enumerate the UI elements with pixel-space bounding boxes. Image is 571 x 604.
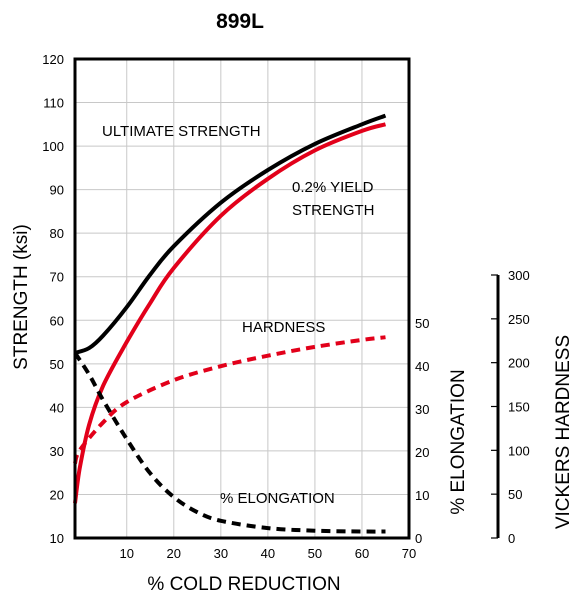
x-tick-label-1: 20 [167,546,181,561]
y3-tick-label-0: 0 [508,531,515,546]
y3-tick-label-5: 250 [508,312,530,327]
chart-title: 899L [216,10,264,33]
y-tick-label-10: 110 [43,96,64,111]
yield-strength-label-line2: STRENGTH [292,202,375,219]
y-tick-label-4: 50 [50,357,64,372]
y-tick-label-2: 30 [50,444,64,459]
y2-tick-label-3: 30 [415,402,429,417]
right-axes: 0 50 100 150 200 250 300 [491,268,530,546]
hardness-label: HARDNESS [242,319,325,336]
x-tick-label-4: 50 [308,546,322,561]
x-tick-label-6: 70 [402,546,416,561]
series-line-1 [73,122,387,504]
y2-tick-label-0: 0 [415,531,422,546]
y3-tick-label-2: 100 [508,443,530,458]
plot-frame [73,57,411,540]
y3-tick-label-1: 50 [508,487,522,502]
y-axis-title: STRENGTH (ksi) [11,224,32,370]
y-tick-label-9: 100 [42,139,64,154]
x-tick-label-3: 40 [261,546,275,561]
ultimate-strength-label: ULTIMATE STRENGTH [102,123,261,140]
yield-strength-label-line1: 0.2% YIELD [292,179,374,196]
x-tick-label-0: 10 [120,546,134,561]
y3-tick-label-6: 300 [508,268,530,283]
elongation-label: % ELONGATION [220,490,335,507]
grid [75,58,410,539]
x-tick-label-5: 60 [355,546,369,561]
y-tick-label-0: 10 [50,531,64,546]
y3-axis-title: VICKERS HARDNESS [553,335,571,529]
tick-labels: 10 20 30 40 50 60 7010203040506070809010011012… [42,52,429,561]
x-tick-label-2: 30 [214,546,228,561]
series-line-3 [73,351,386,534]
x-axis-title: % COLD REDUCTION [147,574,340,595]
y3-tick-label-3: 150 [508,400,530,415]
y-tick-label-5: 60 [50,313,64,328]
y2-tick-label-4: 40 [415,359,429,374]
y-tick-label-11: 120 [42,52,64,67]
y-tick-label-8: 90 [50,183,64,198]
y2-tick-label-1: 10 [415,488,429,503]
y3-tick-label-4: 200 [508,356,530,371]
y-tick-label-1: 20 [50,487,64,502]
y2-axis-title: % ELONGATION [448,369,469,514]
y-tick-label-7: 80 [50,226,64,241]
y-tick-label-3: 40 [50,400,64,415]
y-tick-label-6: 70 [50,270,64,285]
series-lines [73,113,387,534]
series-line-0 [74,113,387,355]
series-line-2 [73,335,386,465]
y2-tick-label-2: 20 [415,445,429,460]
y2-tick-label-5: 50 [415,316,429,331]
